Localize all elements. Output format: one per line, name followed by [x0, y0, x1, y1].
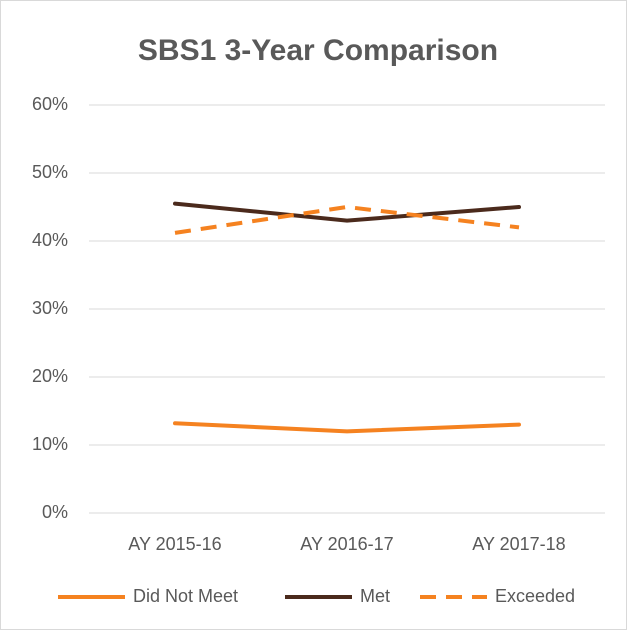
- chart-title: SBS1 3-Year Comparison: [138, 34, 498, 67]
- y-tick-label: 50%: [32, 162, 68, 182]
- series-line: [173, 201, 521, 223]
- y-tick-label: 60%: [32, 94, 68, 114]
- legend-label: Exceeded: [495, 586, 575, 606]
- series-line: [173, 421, 521, 434]
- x-tick-label: AY 2017-18: [472, 534, 565, 554]
- y-tick-label: 40%: [32, 230, 68, 250]
- legend-label: Met: [360, 586, 390, 606]
- series-line: [174, 204, 520, 235]
- y-tick-label: 10%: [32, 434, 68, 454]
- y-tick-label: 0%: [42, 502, 68, 522]
- x-tick-label: AY 2016-17: [300, 534, 393, 554]
- x-tick-label: AY 2015-16: [128, 534, 221, 554]
- y-tick-label: 30%: [32, 298, 68, 318]
- legend-label: Did Not Meet: [133, 586, 238, 606]
- y-tick-label: 20%: [32, 366, 68, 386]
